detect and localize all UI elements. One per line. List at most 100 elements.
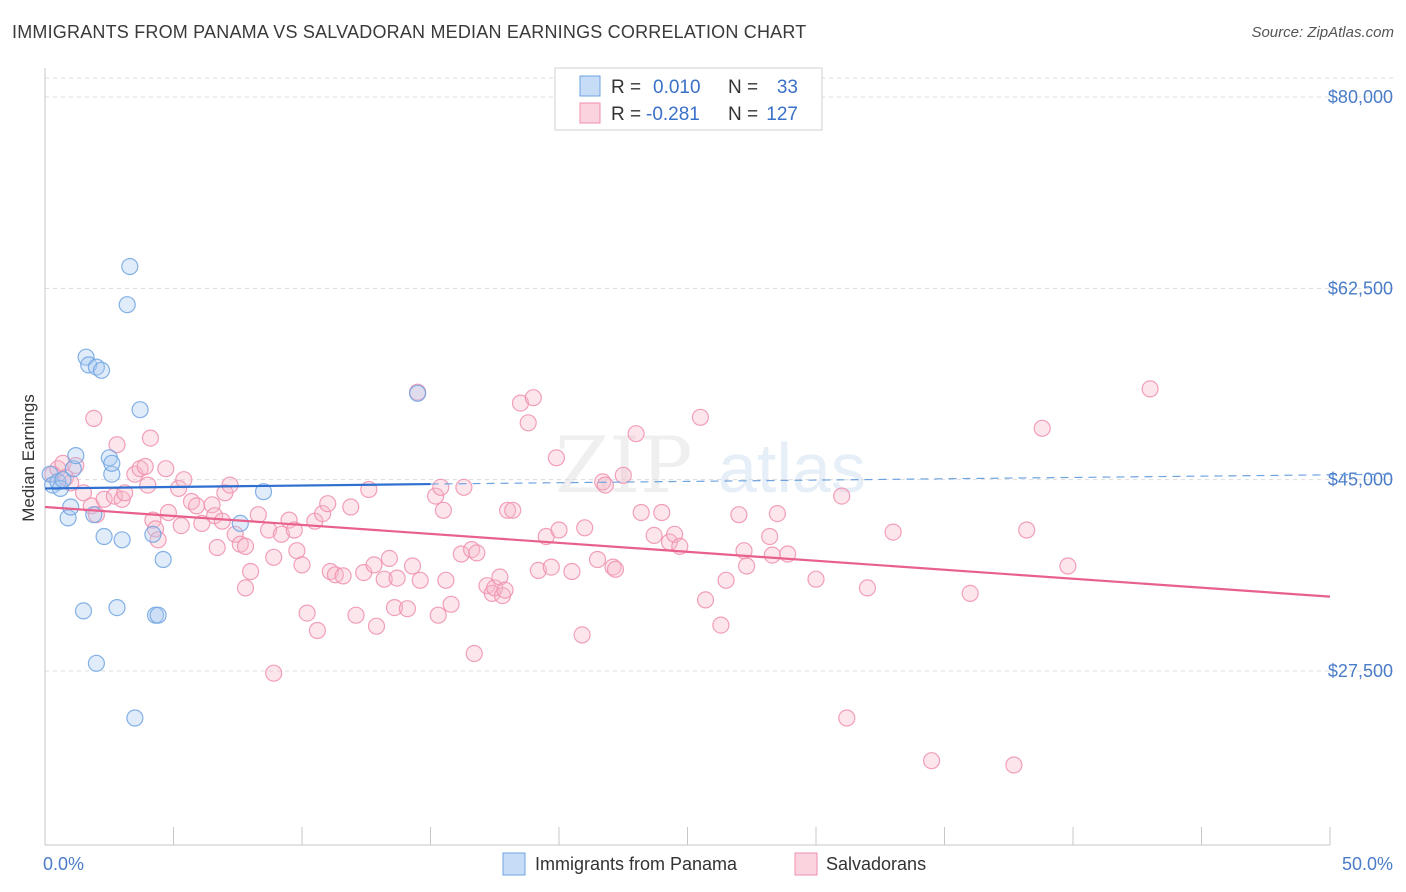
salvadorans-point: [858, 579, 877, 597]
series-legend: Immigrants from Panama Salvadorans: [502, 852, 926, 876]
salvadorans-point: [468, 544, 486, 562]
salvadorans-point: [596, 476, 614, 494]
y-axis-label: Median Earnings: [19, 394, 38, 522]
salvadorans-point: [293, 556, 311, 574]
salvadorans-point: [511, 394, 530, 412]
salvadorans-point: [542, 558, 560, 576]
salvadorans-point: [614, 466, 632, 484]
legend-r-label-panama: R =: [611, 77, 641, 98]
panama-point: [131, 401, 149, 419]
salvadorans-point: [249, 506, 267, 524]
salvadorans-point: [1141, 380, 1159, 398]
salvadorans-point: [285, 521, 303, 539]
salvadorans-point: [491, 568, 509, 586]
salvadorans-point: [922, 752, 941, 770]
salvadorans-point: [67, 456, 85, 475]
salvadorans-point: [437, 571, 455, 589]
salvadorans-point: [236, 537, 255, 556]
salvadorans-point: [319, 495, 337, 513]
panama-point: [118, 296, 136, 314]
legend-n-value-panama: 33: [777, 77, 798, 98]
bottom-legend-label-panama: Immigrants from Panama: [535, 854, 738, 874]
panama-point: [62, 498, 80, 516]
salvadorans-trend-line: [44, 505, 1331, 598]
salvadorans-point: [236, 579, 255, 597]
salvadorans-point: [838, 709, 856, 727]
salvadorans-point: [308, 621, 326, 640]
salvadorans-point: [388, 569, 406, 587]
salvadorans-point: [208, 538, 226, 557]
salvadorans-point: [226, 525, 244, 543]
salvadorans-point: [463, 540, 481, 559]
salvadorans-point: [429, 606, 447, 624]
salvadorans-point: [288, 542, 306, 560]
panama-point: [108, 598, 126, 617]
salvadorans-point: [627, 425, 645, 443]
panama-point: [103, 454, 121, 472]
salvadorans-point: [519, 414, 537, 432]
salvadorans-point: [321, 562, 339, 581]
salvadorans-point: [763, 546, 781, 564]
salvadorans-point: [298, 604, 316, 622]
legend-n-label-panama: N =: [728, 77, 758, 98]
panama-point: [67, 447, 85, 465]
panama-point: [154, 550, 172, 569]
salvadorans-point: [691, 408, 710, 426]
salvadorans-point: [588, 550, 607, 569]
salvadorans-point: [170, 479, 188, 497]
salvadorans-points: [44, 380, 1159, 774]
legend-r-value-salvadorans: -0.281: [646, 104, 700, 125]
salvadorans-point: [116, 484, 134, 502]
panama-point: [126, 709, 144, 727]
salvadorans-point: [884, 523, 902, 541]
salvadorans-point: [717, 571, 735, 589]
salvadorans-point: [529, 561, 548, 580]
salvadorans-point: [768, 504, 787, 523]
salvadorans-point: [653, 503, 671, 522]
salvadorans-point: [242, 562, 260, 581]
salvadorans-point: [1005, 756, 1023, 774]
panama-point: [149, 606, 167, 624]
x-tick-label-min: 0.0%: [43, 854, 84, 874]
legend-swatch-panama: [579, 75, 601, 97]
salvadorans-point: [334, 567, 352, 585]
salvadorans-point: [398, 600, 416, 618]
salvadorans-point: [524, 389, 542, 407]
chart-title: IMMIGRANTS FROM PANAMA VS SALVADORAN MED…: [12, 22, 807, 42]
panama-point: [74, 602, 93, 620]
salvadorans-point: [141, 429, 159, 447]
salvadorans-point: [403, 557, 422, 575]
panama-point: [59, 509, 77, 527]
legend-r-value-panama: 0.010: [653, 77, 701, 98]
watermark: ZIP atlas: [555, 421, 866, 511]
salvadorans-point: [221, 476, 239, 494]
bottom-legend-label-salvadorans: Salvadorans: [826, 854, 926, 874]
salvadorans-point: [604, 558, 622, 576]
salvadorans-point: [85, 409, 103, 427]
salvadorans-point: [550, 521, 568, 539]
salvadorans-point: [193, 514, 211, 533]
salvadorans-point: [573, 626, 591, 644]
panama-point: [64, 460, 82, 478]
panama-point: [121, 257, 139, 276]
salvadorans-point: [385, 598, 404, 617]
panama-point: [254, 483, 273, 501]
salvadorans-point: [1018, 521, 1036, 539]
salvadorans-point: [465, 644, 483, 663]
salvadorans-point: [606, 560, 625, 578]
salvadorans-point: [833, 487, 851, 505]
salvadorans-point: [159, 503, 177, 522]
legend-r-label-salvadorans: R =: [611, 104, 641, 125]
y-tick-labels: $27,500 $45,000 $62,500 $80,000: [1328, 87, 1393, 681]
salvadorans-point: [442, 595, 460, 613]
bottom-legend-swatch-panama: [502, 852, 526, 876]
panama-point: [95, 527, 113, 546]
bottom-legend-swatch-salvadorans: [794, 852, 818, 876]
salvadorans-point: [712, 616, 730, 634]
salvadorans-point: [1033, 419, 1051, 437]
salvadorans-point: [188, 497, 206, 515]
panama-point: [87, 358, 106, 376]
salvadorans-point: [1059, 557, 1077, 575]
salvadorans-point: [499, 501, 517, 519]
